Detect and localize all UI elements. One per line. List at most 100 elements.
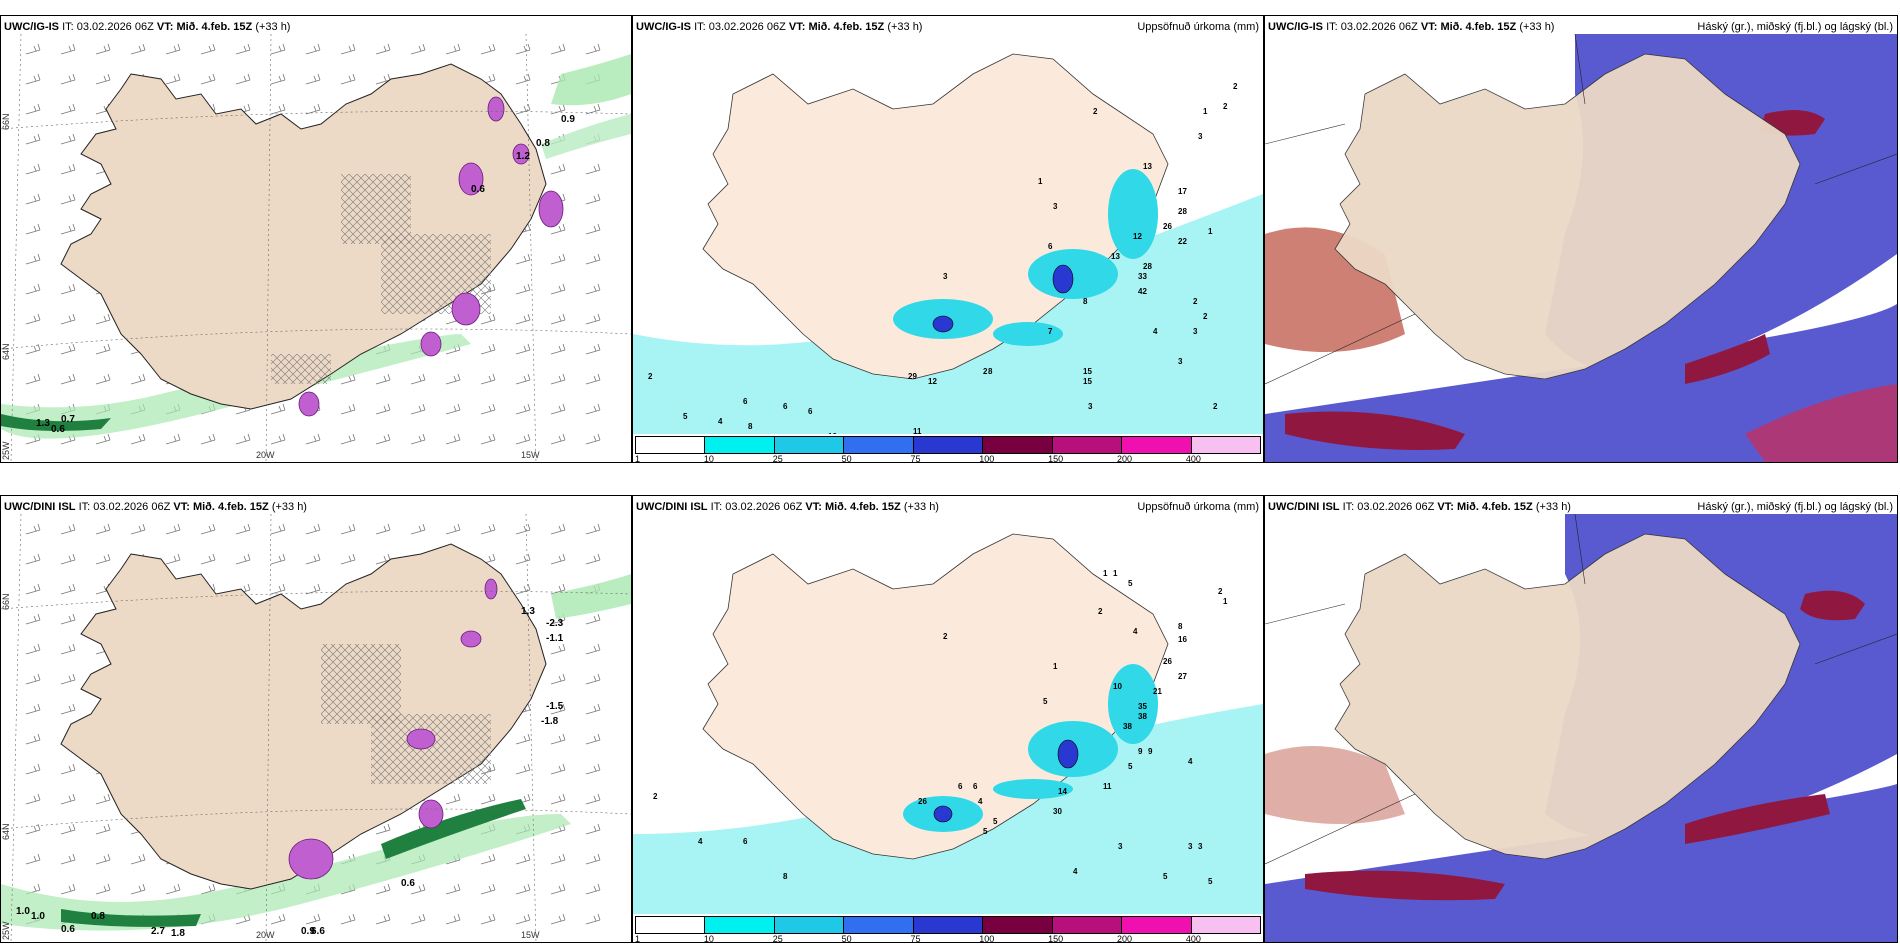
colorbar-swatch: [774, 917, 845, 933]
wind-barb: [60, 763, 76, 775]
wind-barb: [550, 853, 566, 865]
wind-barb: [550, 283, 566, 295]
svg-text:4: 4: [718, 417, 723, 426]
wind-barb: [550, 433, 566, 445]
cloud-map-panel-top: UWC/IG-IS IT: 03.02.2026 06Z VT: Mið. 4.…: [1264, 15, 1898, 463]
wind-barb: [480, 43, 496, 55]
wind-barb: [235, 523, 251, 535]
svg-text:1: 1: [1113, 569, 1118, 578]
wind-barb: [130, 523, 146, 535]
green-precip-band: [1, 814, 571, 931]
colorbar-swatch: [983, 917, 1053, 933]
svg-text:1.3: 1.3: [521, 606, 535, 617]
svg-text:0.8: 0.8: [536, 138, 550, 149]
wind-barb: [585, 913, 601, 925]
wind-barb: [270, 523, 286, 535]
svg-text:11: 11: [1103, 782, 1112, 791]
wind-barb: [480, 343, 496, 355]
colorbar-swatch: [1122, 437, 1192, 453]
wind-barb: [375, 403, 391, 415]
svg-text:2: 2: [1213, 402, 1218, 411]
colorbar-swatch: [1191, 437, 1260, 453]
wind-barb: [130, 373, 146, 385]
wind-map-panel-top: UWC/IG-IS IT: 03.02.2026 06Z VT: Mið. 4.…: [0, 15, 632, 463]
wind-barb: [515, 43, 531, 55]
svg-text:2: 2: [1203, 312, 1208, 321]
colorbar-swatch: [636, 437, 706, 453]
wind-barb: [340, 913, 356, 925]
wind-barb: [515, 313, 531, 325]
svg-text:-1.5: -1.5: [546, 701, 564, 712]
wind-barb: [340, 43, 356, 55]
wind-barb: [95, 553, 111, 565]
wind-barb: [60, 793, 76, 805]
panel-subtitle: Uppsöfnuð úrkoma (mm): [1137, 21, 1259, 33]
wind-barb: [515, 283, 531, 295]
wind-barb: [585, 313, 601, 325]
svg-text:3: 3: [1193, 327, 1198, 336]
wind-barb: [550, 763, 566, 775]
wind-barb: [60, 883, 76, 895]
wind-barb: [305, 73, 321, 85]
wind-barb: [585, 733, 601, 745]
svg-text:8: 8: [1083, 297, 1088, 306]
svg-text:15W: 15W: [521, 450, 540, 460]
svg-text:12: 12: [928, 377, 937, 386]
wind-barb: [60, 643, 76, 655]
wind-barb: [410, 913, 426, 925]
wind-barb: [445, 523, 461, 535]
wind-barb: [340, 523, 356, 535]
svg-text:25W: 25W: [1, 441, 11, 460]
svg-text:3: 3: [1188, 842, 1193, 851]
svg-text:4: 4: [1073, 867, 1078, 876]
wind-barb: [95, 793, 111, 805]
svg-text:13: 13: [1111, 252, 1120, 261]
wind-map: 0.9 0.8 0.6 0.7 1.3 0.6 1.2 66N 64N 25W …: [1, 34, 631, 462]
svg-text:2: 2: [1218, 587, 1223, 596]
wind-barb: [585, 823, 601, 835]
svg-text:-1.1: -1.1: [546, 633, 564, 644]
svg-text:22: 22: [1178, 237, 1187, 246]
svg-text:14: 14: [1058, 787, 1067, 796]
svg-text:8: 8: [1178, 622, 1183, 631]
wind-barb: [550, 373, 566, 385]
svg-text:21: 21: [1153, 687, 1162, 696]
wind-barb: [60, 553, 76, 565]
wind-barb: [60, 823, 76, 835]
svg-text:38: 38: [1123, 722, 1132, 731]
wind-barb: [585, 643, 601, 655]
panel-title: UWC/DINI ISL IT: 03.02.2026 06Z VT: Mið.…: [4, 501, 307, 513]
svg-text:1: 1: [1053, 662, 1058, 671]
wind-barb: [305, 553, 321, 565]
wind-barb: [165, 553, 181, 565]
wind-barb: [200, 433, 216, 445]
wind-barb: [585, 433, 601, 445]
wind-barb: [480, 523, 496, 535]
svg-text:27: 27: [1178, 672, 1187, 681]
svg-text:29: 29: [908, 372, 917, 381]
wind-barb: [550, 793, 566, 805]
svg-text:1: 1: [1103, 569, 1108, 578]
wind-barb: [515, 763, 531, 775]
svg-text:0.6: 0.6: [471, 184, 485, 195]
wind-barb: [165, 883, 181, 895]
wind-barb: [130, 883, 146, 895]
wind-barb: [25, 373, 41, 385]
svg-text:2: 2: [943, 632, 948, 641]
wind-barb: [550, 103, 566, 115]
wind-barb: [375, 43, 391, 55]
wind-barb: [200, 523, 216, 535]
wind-barb: [550, 403, 566, 415]
svg-text:2: 2: [1223, 102, 1228, 111]
wind-barb: [445, 793, 461, 805]
wind-barb: [550, 883, 566, 895]
cloud-map-panel-bottom: UWC/DINI ISL IT: 03.02.2026 06Z VT: Mið.…: [1264, 495, 1898, 943]
wind-barb: [235, 433, 251, 445]
wind-barb: [270, 73, 286, 85]
wind-barb: [445, 373, 461, 385]
wind-map: 1.0 1.0 0.8 0.6 2.7 1.8 0.9 6.6 0.6 1.3 …: [1, 514, 631, 942]
svg-text:15: 15: [1083, 377, 1092, 386]
wind-barb: [60, 163, 76, 175]
wind-barb: [585, 793, 601, 805]
svg-text:6: 6: [973, 782, 978, 791]
